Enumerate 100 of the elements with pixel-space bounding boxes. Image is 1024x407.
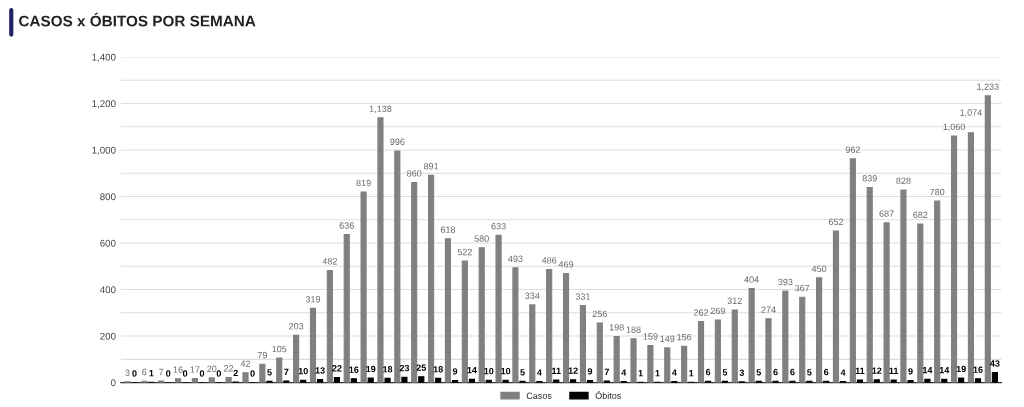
data-label: 149 <box>660 335 675 342</box>
data-label: 1,060 <box>943 123 966 132</box>
data-label: 1 <box>689 370 694 377</box>
data-label: 393 <box>778 278 793 286</box>
data-label: 5 <box>756 369 761 376</box>
data-label: 6 <box>705 368 711 376</box>
data-label: 16 <box>349 366 359 373</box>
data-label: 5 <box>520 369 525 376</box>
data-label: 43 <box>990 360 1000 367</box>
data-label: 22 <box>224 365 234 372</box>
data-label: 13 <box>315 367 325 374</box>
y-tick-label: 200 <box>100 332 116 340</box>
data-label: 10 <box>484 367 494 375</box>
data-label: 839 <box>862 175 877 182</box>
data-label: 156 <box>677 333 692 341</box>
data-label: 18 <box>433 366 443 373</box>
y-tick-label: 600 <box>100 239 116 247</box>
data-label: 11 <box>889 367 899 374</box>
data-label: 819 <box>356 179 371 187</box>
data-label: 198 <box>609 324 624 331</box>
data-label: 105 <box>272 345 287 353</box>
data-label: 4 <box>840 369 846 376</box>
data-label: 6 <box>773 368 778 376</box>
data-label: 1 <box>655 370 660 377</box>
data-label: 860 <box>407 170 422 177</box>
data-label: 25 <box>416 364 427 371</box>
legend-label: Óbitos <box>595 391 621 399</box>
data-label: 682 <box>913 211 928 219</box>
data-label: 17 <box>190 366 200 373</box>
data-label: 1,233 <box>977 83 999 91</box>
data-label: 962 <box>845 146 860 153</box>
data-label: 262 <box>693 309 709 316</box>
data-label: 14 <box>922 367 933 374</box>
data-label: 2 <box>233 369 238 377</box>
data-label: 482 <box>322 258 337 265</box>
data-label: 0 <box>216 370 221 377</box>
data-label: 0 <box>182 370 188 377</box>
data-label: 7 <box>284 368 289 375</box>
legend-label: Casos <box>526 392 552 399</box>
data-label: 367 <box>795 284 810 292</box>
data-label: 580 <box>474 235 489 242</box>
y-tick-label: 1,400 <box>92 53 116 62</box>
data-label: 256 <box>592 310 607 318</box>
data-label: 203 <box>289 323 304 330</box>
data-label: 7 <box>604 368 609 375</box>
data-label: 269 <box>710 307 725 315</box>
data-label: 6 <box>824 368 829 376</box>
data-label: 20 <box>207 365 217 372</box>
data-label: 3 <box>739 369 745 376</box>
data-label: 16 <box>173 366 183 373</box>
data-label: 334 <box>525 292 540 299</box>
data-label: 11 <box>552 367 561 374</box>
data-label: 19 <box>366 365 376 373</box>
data-label: 7 <box>159 368 164 375</box>
data-label: 633 <box>491 223 506 230</box>
chart-title: CASOS x ÓBITOS POR SEMANA <box>19 12 256 27</box>
y-tick-label: 1,000 <box>92 146 116 155</box>
y-tick-label: 0 <box>110 379 116 387</box>
data-label: 486 <box>541 257 557 264</box>
data-label: 0 <box>250 370 255 377</box>
data-label: 16 <box>973 366 983 373</box>
data-label: 22 <box>332 365 342 372</box>
data-label: 5 <box>267 369 272 376</box>
data-label: 404 <box>744 276 759 283</box>
data-label: 780 <box>930 188 945 196</box>
data-label: 652 <box>828 218 844 225</box>
data-label: 1,074 <box>960 109 982 117</box>
data-label: 312 <box>727 297 742 305</box>
data-label: 274 <box>761 306 776 313</box>
data-label: 3 <box>125 369 130 376</box>
data-label: 9 <box>452 368 458 375</box>
data-label: 10 <box>501 367 511 375</box>
data-label: 4 <box>671 369 677 376</box>
data-label: 9 <box>587 368 593 375</box>
data-label: 79 <box>257 351 267 359</box>
data-label: 0 <box>199 370 205 377</box>
data-label: 687 <box>879 210 894 217</box>
data-label: 6 <box>790 368 795 376</box>
data-label: 469 <box>558 261 574 268</box>
data-label: 159 <box>643 333 658 340</box>
data-label: 0 <box>132 370 137 377</box>
data-label: 1 <box>638 370 643 377</box>
data-label: 5 <box>807 369 812 376</box>
data-label: 1,138 <box>369 105 392 114</box>
data-label: 42 <box>240 360 251 367</box>
data-label: 5 <box>722 369 728 376</box>
data-label: 522 <box>457 248 472 256</box>
data-label: 6 <box>142 368 147 376</box>
data-label: 891 <box>423 163 439 170</box>
data-label: 11 <box>855 367 865 374</box>
y-tick-label: 400 <box>99 286 116 294</box>
data-label: 331 <box>575 293 591 300</box>
data-label: 4 <box>621 369 627 376</box>
data-label: 12 <box>568 367 578 374</box>
data-label: 0 <box>166 370 171 377</box>
data-label: 996 <box>390 138 405 145</box>
data-label: 319 <box>305 296 321 303</box>
data-label: 4 <box>537 369 542 376</box>
data-label: 10 <box>298 367 308 375</box>
data-label: 19 <box>956 365 966 373</box>
